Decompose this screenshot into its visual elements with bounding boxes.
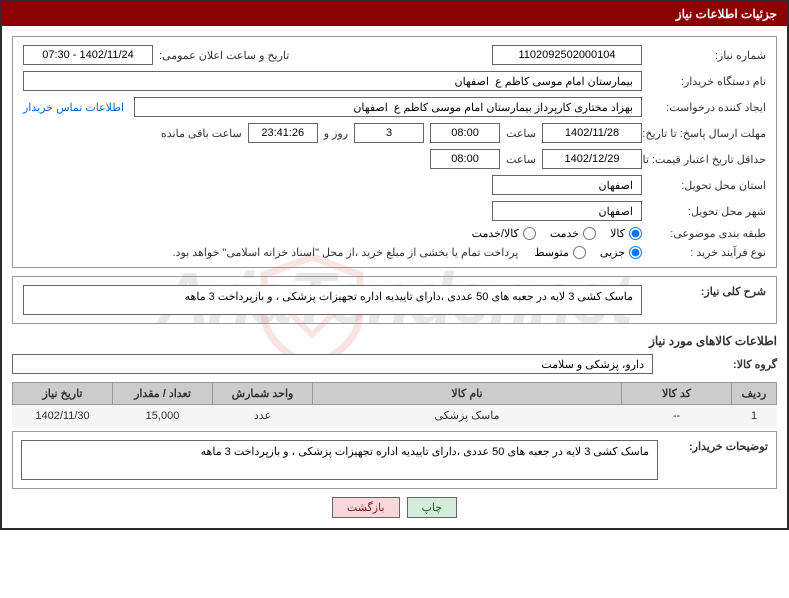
goods-group-label: گروه کالا: <box>659 358 777 371</box>
city-label: شهر محل تحویل: <box>648 205 766 218</box>
buyer-org-label: نام دستگاه خریدار: <box>648 75 766 88</box>
th-unit: واحد شمارش <box>213 383 313 405</box>
city-field <box>492 201 642 221</box>
days-remaining-field <box>354 123 424 143</box>
process-label: نوع فرآیند خرید : <box>648 246 766 259</box>
row-city: شهر محل تحویل: <box>23 201 766 221</box>
validity-label: حداقل تاریخ اعتبار قیمت: تا تاریخ: <box>648 153 766 166</box>
main-panel: شماره نیاز: تاریخ و ساعت اعلان عمومی: نا… <box>0 26 789 530</box>
td-code: -- <box>622 405 732 427</box>
row-category: طبقه بندی موضوعی: کالا خدمت کالا/خدمت <box>23 227 766 240</box>
radio-goods-service[interactable]: کالا/خدمت <box>472 227 536 240</box>
radio-partial-input[interactable] <box>629 246 642 259</box>
buyer-desc-text: ماسک کشی 3 لایه در جعبه های 50 عددی ،دار… <box>21 440 658 480</box>
table-row: 1 -- ماسک پزشکی عدد 15,000 1402/11/30 <box>13 405 777 427</box>
radio-goods[interactable]: کالا <box>610 227 642 240</box>
buyer-desc-label: توضیحات خریدار: <box>668 440 768 453</box>
radio-service[interactable]: خدمت <box>550 227 596 240</box>
td-name: ماسک پزشکی <box>313 405 622 427</box>
announce-field <box>23 45 153 65</box>
back-button[interactable]: بازگشت <box>332 497 400 518</box>
buyer-desc-panel: توضیحات خریدار: ماسک کشی 3 لایه در جعبه … <box>12 431 777 489</box>
requester-field <box>134 97 642 117</box>
row-goods-group: گروه کالا: <box>12 354 777 374</box>
row-process: نوع فرآیند خرید : جزیی متوسط پرداخت تمام… <box>23 246 766 259</box>
time-label-1: ساعت <box>506 127 536 140</box>
row-province: استان محل تحویل: <box>23 175 766 195</box>
deadline-label: مهلت ارسال پاسخ: تا تاریخ: <box>648 127 766 140</box>
goods-group-field <box>12 354 653 374</box>
category-label: طبقه بندی موضوعی: <box>648 227 766 240</box>
countdown-field <box>248 123 318 143</box>
radio-service-label: خدمت <box>550 227 579 240</box>
row-buyer-org: نام دستگاه خریدار: <box>23 71 766 91</box>
category-radio-group: کالا خدمت کالا/خدمت <box>472 227 642 240</box>
radio-goods-service-input[interactable] <box>523 227 536 240</box>
payment-note: پرداخت تمام یا بخشی از مبلغ خرید ،از محل… <box>173 246 519 259</box>
td-qty: 15,000 <box>113 405 213 427</box>
summary-label: شرح کلی نیاز: <box>648 285 766 298</box>
th-name: نام کالا <box>313 383 622 405</box>
row-deadline: مهلت ارسال پاسخ: تا تاریخ: ساعت روز و سا… <box>23 123 766 143</box>
summary-text: ماسک کشی 3 لایه در جعبه های 50 عددی ،دار… <box>23 285 642 315</box>
th-row: ردیف <box>732 383 777 405</box>
button-row: چاپ بازگشت <box>12 497 777 518</box>
radio-goods-input[interactable] <box>629 227 642 240</box>
buyer-org-field <box>23 71 642 91</box>
row-requester: ایجاد کننده درخواست: اطلاعات تماس خریدار <box>23 97 766 117</box>
remaining-label: ساعت باقی مانده <box>161 127 242 140</box>
row-summary: شرح کلی نیاز: ماسک کشی 3 لایه در جعبه ها… <box>23 285 766 315</box>
th-code: کد کالا <box>622 383 732 405</box>
summary-panel: شرح کلی نیاز: ماسک کشی 3 لایه در جعبه ها… <box>12 276 777 324</box>
announce-label: تاریخ و ساعت اعلان عمومی: <box>159 49 289 62</box>
td-date: 1402/11/30 <box>13 405 113 427</box>
radio-goods-label: کالا <box>610 227 625 240</box>
validity-time-field <box>430 149 500 169</box>
radio-medium-label: متوسط <box>534 246 569 259</box>
radio-goods-service-label: کالا/خدمت <box>472 227 519 240</box>
radio-partial-label: جزیی <box>600 246 625 259</box>
radio-medium[interactable]: متوسط <box>534 246 586 259</box>
radio-service-input[interactable] <box>583 227 596 240</box>
radio-medium-input[interactable] <box>573 246 586 259</box>
contact-link[interactable]: اطلاعات تماس خریدار <box>23 101 124 114</box>
days-label: روز و <box>324 127 348 140</box>
goods-table: ردیف کد کالا نام کالا واحد شمارش تعداد /… <box>12 382 777 427</box>
td-row: 1 <box>732 405 777 427</box>
province-label: استان محل تحویل: <box>648 179 766 192</box>
need-number-label: شماره نیاز: <box>648 49 766 62</box>
goods-info-title: اطلاعات کالاهای مورد نیاز <box>12 334 777 348</box>
requester-label: ایجاد کننده درخواست: <box>648 101 766 114</box>
td-unit: عدد <box>213 405 313 427</box>
validity-date-field <box>542 149 642 169</box>
panel-header: جزئیات اطلاعات نیاز <box>0 0 789 26</box>
row-validity: حداقل تاریخ اعتبار قیمت: تا تاریخ: ساعت <box>23 149 766 169</box>
table-header-row: ردیف کد کالا نام کالا واحد شمارش تعداد /… <box>13 383 777 405</box>
row-need-number: شماره نیاز: تاریخ و ساعت اعلان عمومی: <box>23 45 766 65</box>
deadline-date-field <box>542 123 642 143</box>
radio-partial[interactable]: جزیی <box>600 246 642 259</box>
th-date: تاریخ نیاز <box>13 383 113 405</box>
deadline-time-field <box>430 123 500 143</box>
print-button[interactable]: چاپ <box>407 497 458 518</box>
process-radio-group: جزیی متوسط <box>534 246 642 259</box>
details-panel: شماره نیاز: تاریخ و ساعت اعلان عمومی: نا… <box>12 36 777 268</box>
province-field <box>492 175 642 195</box>
time-label-2: ساعت <box>506 153 536 166</box>
need-number-field <box>492 45 642 65</box>
th-qty: تعداد / مقدار <box>113 383 213 405</box>
